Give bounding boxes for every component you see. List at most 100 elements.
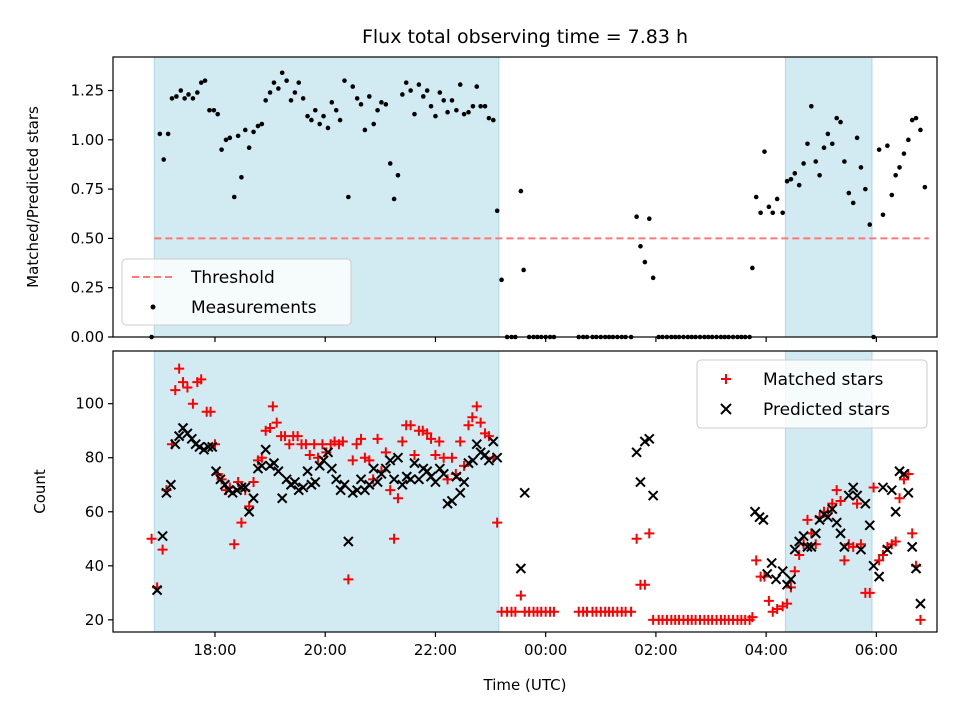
data-point [839, 555, 850, 566]
data-point [798, 530, 809, 542]
data-point [442, 474, 453, 485]
data-point [309, 117, 314, 123]
data-point [392, 493, 403, 504]
data-point [860, 498, 871, 509]
data-point [321, 447, 332, 458]
data-point [421, 466, 433, 477]
data-point [146, 533, 157, 544]
data-point [751, 555, 762, 566]
data-point [455, 436, 466, 447]
data-point [354, 96, 360, 101]
data-point [368, 474, 379, 485]
y-tick-label: 0.25 [71, 279, 104, 297]
data-point [831, 517, 842, 528]
data-point [478, 103, 483, 109]
data-point [246, 145, 252, 151]
data-point [789, 544, 801, 555]
data-point [457, 82, 463, 87]
data-point [459, 460, 470, 471]
data-point [886, 484, 898, 496]
data-point [521, 267, 526, 273]
data-point [424, 88, 430, 93]
data-point [903, 487, 914, 499]
data-point [890, 506, 901, 517]
data-point [466, 109, 471, 115]
data-point [190, 96, 196, 101]
data-point [901, 151, 907, 156]
data-point [885, 143, 890, 149]
data-point [314, 460, 325, 472]
data-point [157, 131, 163, 137]
data-point [437, 90, 443, 95]
data-point [877, 549, 888, 560]
data-point [821, 145, 827, 151]
data-point [548, 606, 559, 617]
data-point [364, 479, 375, 490]
data-point [169, 96, 175, 101]
data-point [898, 468, 910, 480]
data-point [428, 103, 434, 109]
data-point [305, 113, 310, 119]
data-point [296, 80, 302, 85]
data-point [835, 528, 846, 539]
data-point [846, 190, 852, 196]
data-point [297, 482, 309, 493]
data-point [259, 121, 265, 127]
data-point [405, 420, 416, 431]
data-point [267, 90, 273, 95]
data-point [519, 487, 530, 499]
data-point [802, 514, 813, 525]
x-tick-label: 00:00 [524, 641, 567, 659]
legend-label: Predicted stars [763, 400, 890, 420]
data-point [922, 184, 928, 190]
data-point [434, 436, 445, 447]
data-point [195, 90, 200, 95]
data-point [198, 80, 204, 85]
data-point [483, 431, 494, 442]
data-point [379, 100, 384, 105]
data-point [843, 490, 855, 501]
y-tick-label: 0.00 [71, 328, 104, 346]
data-point [763, 595, 774, 606]
data-point [792, 171, 798, 176]
x-tick-label: 18:00 [193, 641, 236, 659]
data-point [876, 147, 882, 152]
data-point [499, 277, 504, 283]
data-point [438, 468, 449, 480]
data-point [335, 484, 346, 496]
y-tick-label: 0.50 [71, 229, 104, 247]
data-point [788, 176, 794, 182]
data-point [626, 606, 637, 617]
data-point [782, 598, 793, 609]
data-point [852, 498, 863, 509]
data-point [851, 490, 863, 501]
data-point [810, 539, 821, 550]
data-point [445, 109, 450, 115]
shaded-interval-0 [153, 350, 500, 633]
data-point [276, 86, 281, 91]
data-point [343, 574, 354, 585]
data-point [642, 259, 648, 265]
data-point [302, 466, 313, 477]
data-point [455, 487, 466, 499]
data-point [337, 436, 348, 447]
data-point [329, 100, 335, 105]
data-point [215, 111, 221, 117]
data-point [482, 103, 488, 109]
data-point [177, 377, 188, 388]
data-point [170, 385, 181, 396]
y-tick-label: 60 [85, 503, 104, 521]
data-point [451, 471, 462, 482]
data-point [174, 94, 179, 99]
data-point [430, 450, 441, 461]
data-point [515, 590, 526, 601]
data-point [874, 555, 885, 566]
data-point [646, 216, 652, 221]
data-point [631, 533, 642, 544]
data-point [409, 457, 420, 469]
data-point [893, 173, 898, 178]
y-tick-label: 0.75 [71, 180, 104, 198]
data-point [355, 474, 367, 485]
data-point [260, 444, 271, 455]
legend-box [121, 258, 352, 326]
